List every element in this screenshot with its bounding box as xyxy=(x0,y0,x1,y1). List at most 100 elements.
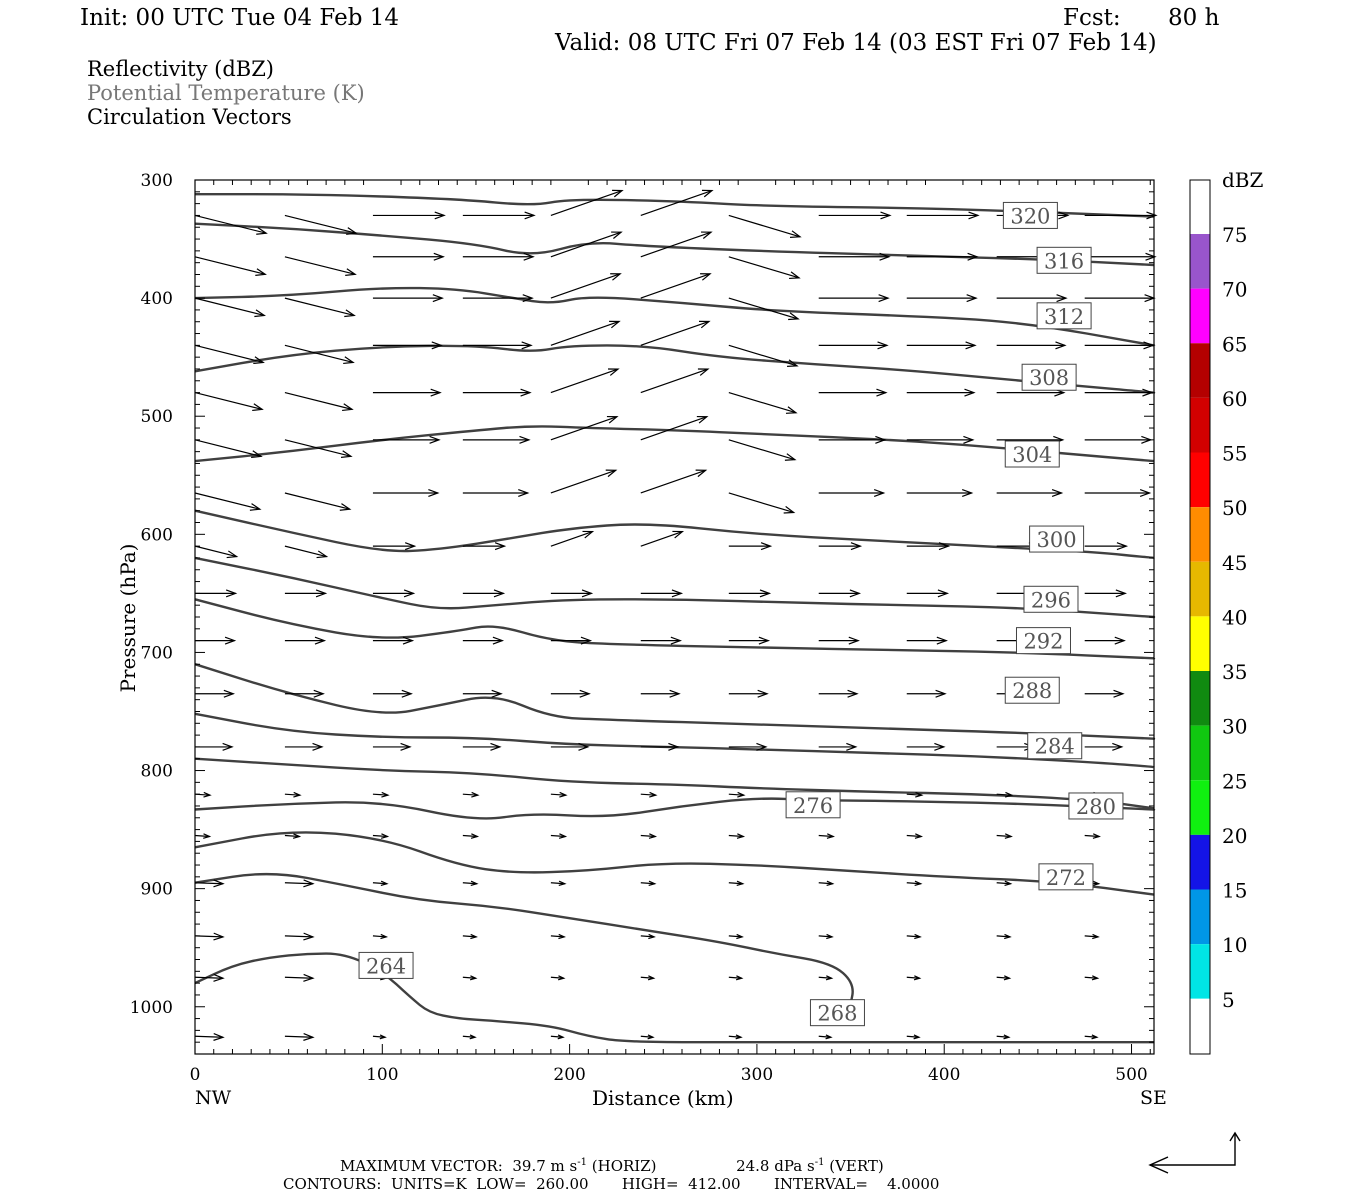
vector-head xyxy=(339,503,352,511)
y-tick-label: 300 xyxy=(141,171,173,191)
contour-label-272: 272 xyxy=(1046,866,1086,890)
vector-head xyxy=(880,211,892,220)
vector-shaft xyxy=(462,1035,476,1038)
theta-contours xyxy=(194,192,1156,1044)
vert-tag: (VERT) xyxy=(829,1157,884,1175)
colorbar-swatch xyxy=(1190,998,1210,1054)
vector-head xyxy=(1146,211,1158,220)
vector-head xyxy=(875,435,887,444)
vector-head xyxy=(760,542,773,551)
vector-shaft xyxy=(284,545,327,558)
colorbar-tick-label: 55 xyxy=(1222,442,1247,466)
vector-shaft xyxy=(728,976,742,979)
vector-head xyxy=(379,1034,387,1040)
vector-shaft xyxy=(550,189,623,216)
vector-head xyxy=(225,589,238,598)
x-tick-label: 200 xyxy=(553,1065,585,1085)
vector-head xyxy=(670,636,682,645)
vector-shaft xyxy=(818,976,832,979)
theta-contour-272 xyxy=(194,831,1155,896)
vector-head xyxy=(671,589,684,598)
theta-contour-308 xyxy=(194,344,1156,394)
vector-head xyxy=(1004,933,1012,940)
contour-label-box xyxy=(1029,525,1085,553)
vector-shaft xyxy=(284,834,300,838)
vector-head xyxy=(1112,742,1124,751)
y-tick-label: 900 xyxy=(141,880,173,900)
contour-label-280: 280 xyxy=(1076,795,1116,819)
vector-head xyxy=(582,530,595,539)
vector-head xyxy=(967,252,979,261)
vector-shaft xyxy=(906,1035,920,1038)
vector-shaft xyxy=(728,492,794,514)
vector-head xyxy=(915,791,924,798)
contour-label-320: 320 xyxy=(1010,204,1050,228)
vector-head xyxy=(213,932,225,941)
vector-shaft xyxy=(462,834,478,838)
vector-shaft xyxy=(194,545,237,558)
vector-shaft xyxy=(550,531,593,547)
vector-head xyxy=(522,294,534,303)
vector-shaft xyxy=(640,368,709,394)
contour-label-300: 300 xyxy=(1037,528,1077,552)
theta-contour-288 xyxy=(194,663,1156,740)
vector-head xyxy=(849,589,862,598)
vector-head xyxy=(381,791,390,798)
contour-label-264: 264 xyxy=(366,954,406,978)
vector-shaft xyxy=(818,834,834,838)
colorbar-swatch xyxy=(1190,889,1210,945)
vector-head xyxy=(578,742,590,751)
axes: 0 100 200 300 400 500 300 400 500 600 700 800 900 100… xyxy=(130,171,1154,1085)
vector-head xyxy=(580,636,593,645)
vector-head xyxy=(914,833,924,839)
vector-head xyxy=(608,368,620,376)
vector-shaft xyxy=(284,392,353,410)
vector-head xyxy=(524,211,536,220)
vector-shaft xyxy=(194,492,260,510)
vector-head xyxy=(606,415,619,424)
theta-contour-264 xyxy=(194,952,1154,1044)
vector-head xyxy=(937,589,950,598)
vector-head xyxy=(695,469,708,478)
colorbar-tick-label: 20 xyxy=(1222,824,1247,848)
vector-head xyxy=(1092,880,1101,887)
vector-shaft xyxy=(640,273,711,299)
x-tick-label: 400 xyxy=(928,1065,960,1085)
vector-shaft xyxy=(462,882,477,885)
contour-label-box xyxy=(1036,302,1092,330)
init-time: Init: 00 UTC Tue 04 Feb 14 xyxy=(80,5,400,31)
vector-shaft xyxy=(550,882,565,885)
vector-shaft xyxy=(550,935,565,938)
vector-head xyxy=(213,973,225,982)
colorbar-unit: dBZ xyxy=(1222,168,1264,192)
vector-head xyxy=(1051,488,1064,497)
colorbar-tick-label: 50 xyxy=(1222,496,1247,520)
vector-shaft xyxy=(550,368,619,394)
contour-label-268: 268 xyxy=(817,1002,857,1026)
vector-head xyxy=(826,880,835,887)
vector-head xyxy=(737,791,746,798)
vector-shaft xyxy=(372,1035,386,1038)
vector-head xyxy=(736,880,745,887)
reflectivity-field-label: Reflectivity (dBZ) xyxy=(87,57,275,81)
colorbar-tick-label: 45 xyxy=(1222,551,1247,575)
vector-head xyxy=(935,689,947,698)
vector-shaft xyxy=(640,531,683,547)
colorbar-swatch xyxy=(1190,452,1210,508)
vector-head xyxy=(404,542,417,551)
vector-head xyxy=(558,880,567,887)
colorbar-frame xyxy=(1189,179,1211,1055)
vector-head xyxy=(493,589,506,598)
vector-head xyxy=(756,742,768,751)
vectors-field-label: Circulation Vectors xyxy=(87,105,292,129)
vector-head xyxy=(401,689,413,698)
vector-head xyxy=(1092,833,1101,839)
colorbar-swatch xyxy=(1190,180,1210,234)
vector-head xyxy=(224,636,237,645)
vector-shaft xyxy=(372,834,388,838)
vector-head xyxy=(789,230,802,238)
vector-head xyxy=(252,403,264,412)
vector-head xyxy=(380,880,389,887)
vector-head xyxy=(934,742,946,751)
vector-head xyxy=(340,450,353,458)
